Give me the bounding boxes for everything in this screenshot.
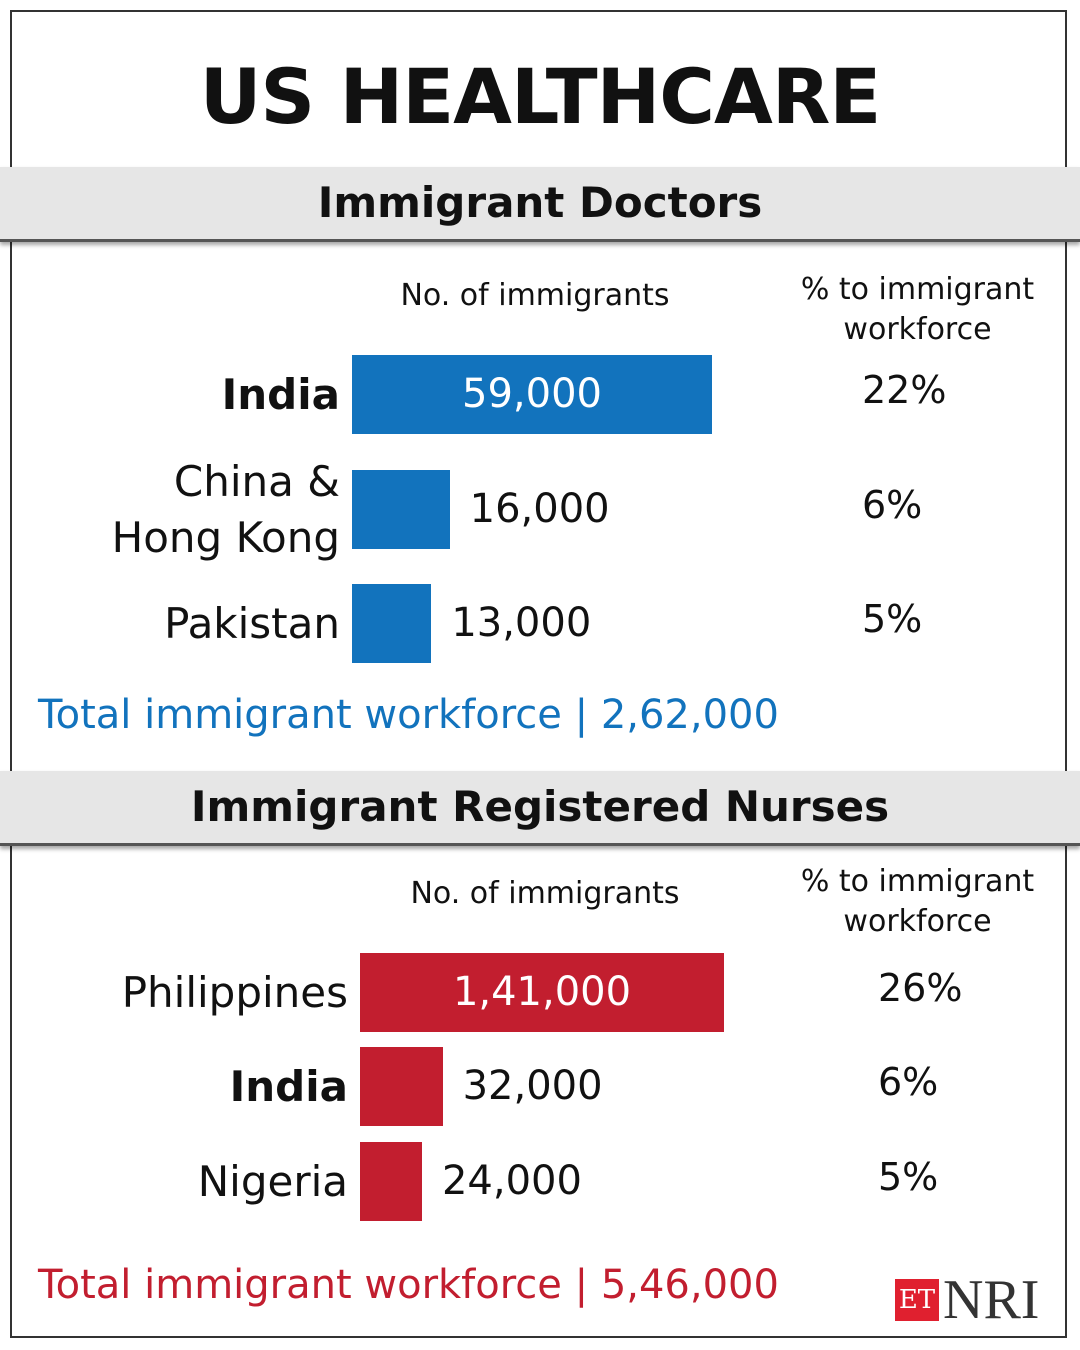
bar <box>352 355 712 434</box>
category-label: India <box>229 1062 348 1111</box>
doctors-count-header: No. of immigrants <box>400 278 670 313</box>
value-label: 32,000 <box>462 1063 603 1109</box>
pct-label: 5% <box>878 1155 939 1199</box>
logo-et: ET <box>895 1279 939 1321</box>
category-label: Nigeria <box>197 1157 348 1206</box>
category-label: Pakistan <box>164 599 340 648</box>
bar <box>352 470 450 549</box>
main-title: US HEALTHCARE <box>199 52 882 141</box>
bar <box>352 584 432 663</box>
doctors-pct-header: % to immigrant workforce <box>800 272 1035 347</box>
nurses-count-header: No. of immigrants <box>410 876 680 911</box>
pct-label: 5% <box>862 597 923 641</box>
bar <box>360 1047 443 1126</box>
value-label: 16,000 <box>469 486 610 532</box>
pct-label: 22% <box>862 368 947 412</box>
value-label: 13,000 <box>451 600 592 646</box>
value-label: 1,41,000 <box>452 969 632 1015</box>
nurses-pct-header: % to immigrant workforce <box>800 864 1035 939</box>
doctors-section-title: Immigrant Doctors <box>0 167 1080 242</box>
doctors-total: Total immigrant workforce | 2,62,000 <box>38 692 779 738</box>
pct-label: 26% <box>878 966 963 1010</box>
nurses-section-title: Immigrant Registered Nurses <box>0 771 1080 846</box>
logo-nri: NRI <box>943 1269 1040 1331</box>
value-label: 24,000 <box>441 1158 582 1204</box>
et-nri-logo: ET NRI <box>895 1269 1040 1331</box>
category-label: India <box>221 370 340 419</box>
frame <box>10 10 1067 1338</box>
pct-label: 6% <box>878 1060 939 1104</box>
bar <box>360 1142 422 1221</box>
bar <box>360 953 724 1032</box>
nurses-total: Total immigrant workforce | 5,46,000 <box>38 1262 779 1308</box>
category-label: Philippines <box>121 968 348 1017</box>
pct-label: 6% <box>862 483 923 527</box>
category-label: China & Hong Kong <box>111 457 340 562</box>
value-label: 59,000 <box>462 371 602 417</box>
